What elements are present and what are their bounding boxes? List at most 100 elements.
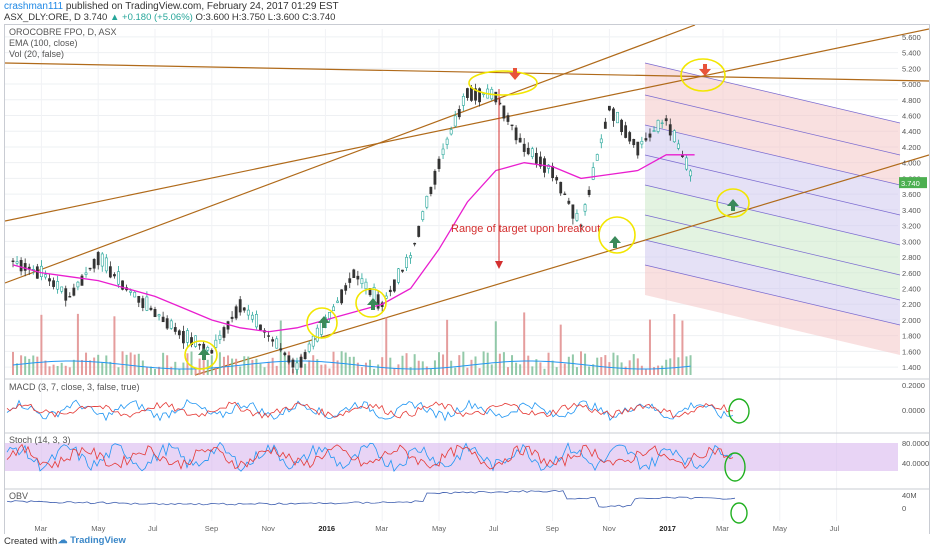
volume-bar: [117, 367, 120, 375]
volume-bar: [12, 351, 14, 375]
volume-bar: [588, 366, 591, 375]
volume-bar: [40, 314, 43, 375]
annotation-text: Range of target upon breakout: [451, 223, 600, 235]
x-tick-label: Nov: [602, 524, 616, 533]
x-tick-label: Jul: [830, 524, 840, 533]
volume-bar: [239, 366, 242, 375]
candle-body: [599, 138, 603, 144]
candle-body: [534, 152, 538, 164]
highlight-circle: [306, 307, 338, 339]
y-tick-label: 1.400: [902, 363, 921, 372]
candle-body: [336, 300, 339, 303]
volume-bar: [72, 359, 75, 375]
volume-bar: [600, 357, 603, 375]
volume-bar: [523, 312, 526, 375]
volume-bar: [178, 368, 181, 375]
candle-body: [307, 343, 311, 352]
volume-bar: [145, 367, 148, 375]
candle-body: [563, 193, 567, 196]
legend-vol[interactable]: Vol (20, false): [9, 49, 65, 59]
volume-bar: [413, 354, 416, 375]
volume-bar: [575, 367, 578, 375]
legend-ema[interactable]: EMA (100, close): [9, 38, 78, 48]
volume-bar: [20, 355, 23, 375]
pane-tick-label: 0.2000: [902, 381, 925, 390]
candle-body: [299, 356, 303, 368]
volume-bar: [661, 365, 664, 375]
volume-bar: [555, 367, 558, 375]
x-tick-label: 2017: [659, 524, 676, 533]
candle-body: [668, 124, 672, 136]
author-link[interactable]: crashman111: [4, 1, 64, 12]
candle-body: [267, 335, 271, 337]
candle-body: [222, 327, 226, 338]
candle-body: [186, 330, 189, 343]
volume-bar: [97, 354, 100, 375]
symbol[interactable]: ASX_DLY:ORE, D: [4, 12, 81, 23]
volume-bar: [259, 363, 262, 375]
y-tick-label: 1.600: [902, 347, 921, 356]
candle-body: [48, 278, 51, 282]
volume-bar: [109, 361, 112, 375]
volume-bar: [263, 367, 266, 375]
volume-bar: [450, 360, 453, 375]
candle-body: [226, 321, 230, 330]
volume-bar: [36, 356, 39, 375]
y-tick-label: 4.200: [902, 143, 921, 152]
fib-line: [644, 214, 901, 276]
chart-area[interactable]: Range of target upon breakout 0.2000 0.00…: [4, 24, 930, 536]
candle-body: [230, 316, 234, 319]
volume-bar: [352, 356, 355, 375]
volume-bar: [397, 364, 400, 375]
legend-obv[interactable]: OBV: [9, 491, 29, 501]
candle-body: [80, 275, 84, 286]
volume-bar: [137, 353, 140, 375]
up-arrow-icon: [367, 298, 379, 310]
volume-bar: [308, 360, 311, 375]
volume-bar: [89, 360, 92, 375]
x-axis: Mar May Jul Sep Nov 2016 Mar May Jul Sep Nov 2017 Ma…: [34, 524, 839, 533]
candle-body: [388, 289, 392, 293]
tradingview-logo[interactable]: ☁ TradingView: [58, 535, 126, 546]
y-axis: 5.600 5.400 5.200 5.000 4.800 4.600 4.400 4.200…: [899, 33, 927, 372]
candle-body: [506, 115, 510, 122]
candle-body: [465, 88, 469, 98]
volume-bar: [442, 354, 445, 375]
volume-bar: [482, 351, 485, 375]
legend-stoch[interactable]: Stoch (14, 3, 3): [9, 435, 71, 445]
volume-bar: [141, 360, 144, 375]
legend-macd[interactable]: MACD (3, 7, close, 3, false, true): [9, 382, 140, 392]
volume-bar: [462, 351, 465, 375]
volume-bar: [563, 363, 566, 375]
candle-body: [579, 224, 583, 227]
candle-body: [376, 294, 380, 309]
candle-body: [632, 139, 636, 146]
chart-svg[interactable]: Range of target upon breakout 0.2000 0.00…: [4, 24, 930, 535]
candle-body: [35, 266, 39, 279]
volume-bar: [251, 359, 254, 375]
volume-bar: [377, 364, 380, 375]
up-arrow-icon: [609, 236, 621, 248]
candle-body: [575, 212, 579, 221]
candle-body: [681, 155, 684, 157]
volume-bar: [689, 355, 692, 375]
candle-body: [76, 281, 80, 288]
y-tick-label: 5.600: [902, 33, 921, 42]
candle-body: [19, 260, 23, 272]
candle-body: [652, 130, 656, 132]
candle-body: [352, 269, 356, 279]
candle-body: [177, 330, 181, 336]
legend-title[interactable]: OROCOBRE FPO, D, ASX: [9, 27, 117, 37]
candle-body: [234, 306, 238, 319]
volume-bar: [531, 366, 534, 375]
candle-body: [250, 314, 254, 320]
candle-body: [502, 105, 506, 119]
candle-body: [660, 122, 664, 124]
candle-body: [437, 158, 441, 169]
x-tick-label: May: [773, 524, 787, 533]
volume-bar: [356, 362, 359, 375]
y-tick-label: 5.000: [902, 80, 921, 89]
up-arrow-icon: [727, 199, 739, 211]
candle-body: [315, 327, 319, 342]
volume-bar: [490, 364, 493, 375]
